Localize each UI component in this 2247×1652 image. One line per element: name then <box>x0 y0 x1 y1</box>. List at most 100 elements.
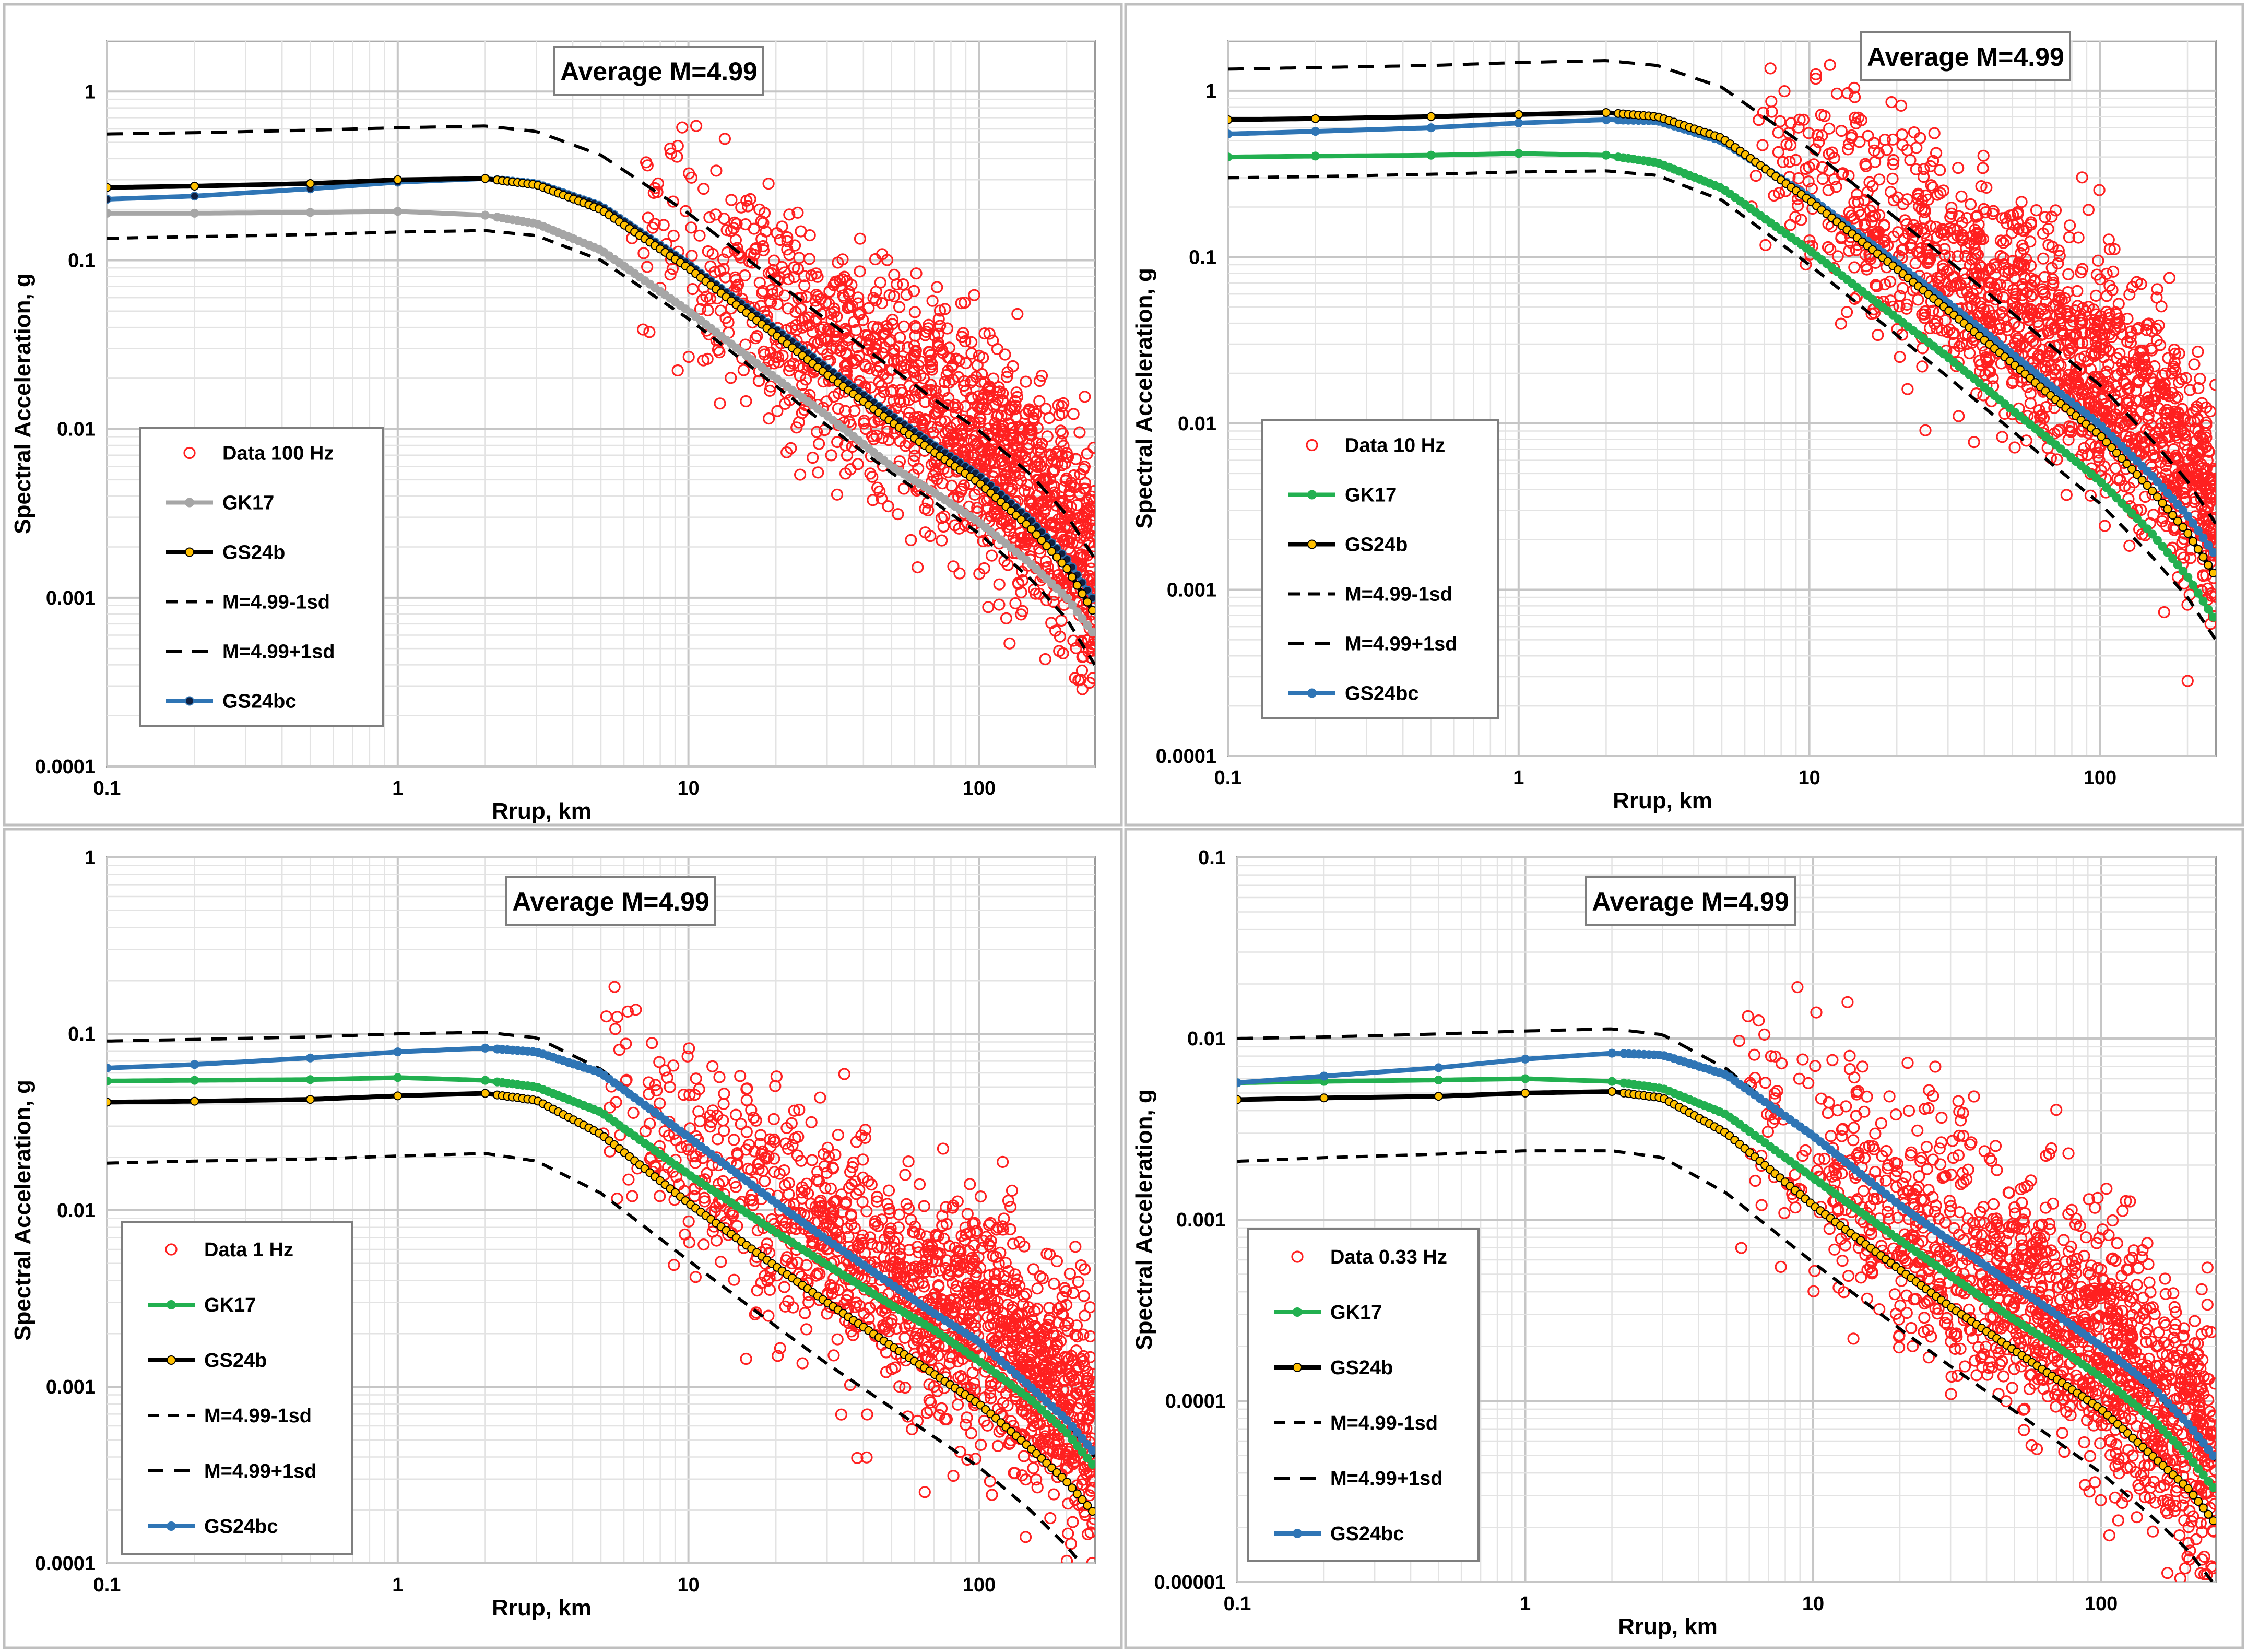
data-point <box>2107 265 2120 278</box>
data-point <box>878 386 890 398</box>
data-point <box>990 410 1003 423</box>
data-point <box>2041 349 2053 362</box>
data-point <box>2062 344 2075 357</box>
curve-marker <box>2107 488 2116 498</box>
data-point <box>794 468 807 481</box>
data-point <box>1010 386 1023 399</box>
data-point <box>1055 574 1068 587</box>
curve-marker <box>2132 514 2142 523</box>
data-point <box>2204 526 2216 538</box>
data-point <box>2194 372 2206 385</box>
curve-marker <box>1311 151 1320 161</box>
data-point <box>1980 181 1993 194</box>
data-point <box>1956 337 1968 350</box>
data-point <box>2024 387 2037 400</box>
data-point <box>895 360 907 373</box>
curve-marker <box>2102 483 2111 492</box>
data-point <box>2207 490 2216 503</box>
data-point <box>830 342 843 355</box>
y-tick-label: 0.001 <box>46 587 96 609</box>
data-point <box>1795 214 1807 226</box>
data-point <box>767 254 780 267</box>
data-point <box>903 406 916 419</box>
curve-marker <box>1228 129 1233 139</box>
data-point <box>2059 381 2071 393</box>
data-point <box>988 466 1000 478</box>
data-point <box>1870 279 1882 291</box>
data-point <box>2016 337 2029 350</box>
data-point <box>1823 122 1836 135</box>
data-point <box>1900 302 1913 315</box>
data-point <box>1766 105 1778 118</box>
data-point <box>1990 261 2003 274</box>
data-point <box>793 416 805 429</box>
data-point <box>1004 518 1016 531</box>
data-point <box>2049 204 2062 217</box>
legend-label: GK17 <box>1345 485 1397 506</box>
data-point <box>1914 132 1926 144</box>
data-point <box>2088 322 2101 334</box>
data-point <box>664 268 677 281</box>
data-point <box>1920 189 1932 202</box>
data-point <box>732 247 744 259</box>
data-point <box>1953 278 1966 291</box>
data-point <box>939 427 952 439</box>
curve-marker <box>2204 560 2213 570</box>
data-point <box>2052 244 2065 257</box>
data-point <box>1011 391 1024 404</box>
data-point <box>657 219 670 231</box>
data-point <box>1918 213 1931 225</box>
data-point <box>1860 160 1872 172</box>
data-point <box>2072 231 2085 244</box>
data-point <box>714 265 727 277</box>
data-point <box>1080 521 1093 534</box>
data-point <box>1002 451 1015 464</box>
magnitude-annotation: Average M=4.99 <box>553 46 764 96</box>
data-point <box>2172 406 2184 419</box>
data-point <box>1063 510 1076 522</box>
curve-marker <box>1068 572 1077 582</box>
data-point <box>752 374 765 387</box>
data-point <box>2042 222 2054 235</box>
curve-marker <box>2178 566 2187 575</box>
data-point <box>771 405 784 417</box>
data-point <box>1983 353 1996 365</box>
data-point <box>2088 314 2101 326</box>
data-point <box>1835 125 1848 137</box>
data-point <box>1023 405 1035 418</box>
data-point <box>832 402 845 415</box>
curve-m-4-99-1sd <box>107 124 1095 560</box>
data-point <box>763 294 776 308</box>
data-point <box>825 308 837 320</box>
data-point <box>2024 259 2037 272</box>
data-point <box>977 443 989 456</box>
data-point <box>913 411 925 423</box>
data-point <box>1993 308 2006 321</box>
data-point <box>2014 339 2026 352</box>
data-point <box>942 351 954 364</box>
data-point <box>1067 408 1080 420</box>
data-point <box>2082 355 2095 367</box>
data-point <box>1924 220 1937 232</box>
data-point <box>1778 85 1791 98</box>
data-point <box>2123 394 2135 407</box>
data-point <box>841 449 854 462</box>
curve-marker <box>1062 594 1072 603</box>
data-point <box>739 218 752 231</box>
data-point <box>1998 407 2011 420</box>
y-tick-label: 0.01 <box>1178 413 1216 435</box>
data-point <box>978 376 991 389</box>
data-point <box>2176 403 2189 415</box>
data-point <box>1086 530 1095 542</box>
data-point <box>1089 577 1095 590</box>
curve-marker <box>2189 537 2198 546</box>
data-point <box>741 200 754 213</box>
data-point <box>1921 257 1934 269</box>
data-point <box>987 400 1000 412</box>
curve-marker <box>1062 564 1072 573</box>
data-point <box>2092 451 2104 463</box>
data-point <box>852 297 865 310</box>
data-point <box>2007 218 2019 231</box>
data-point <box>907 455 920 467</box>
legend-label: GS24bc <box>222 691 297 713</box>
